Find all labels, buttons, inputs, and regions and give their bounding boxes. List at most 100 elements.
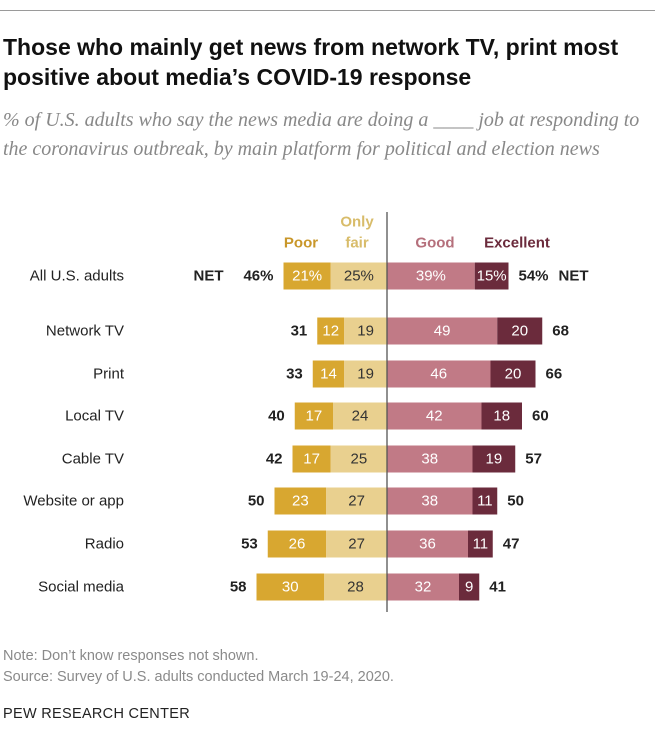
value-only-fair-website-or-app: 27 — [348, 493, 365, 510]
top-rule — [0, 10, 655, 11]
net-negative-network-tv: 31 — [291, 323, 308, 340]
value-poor-print: 14 — [320, 366, 337, 383]
value-excellent-social-media: 9 — [465, 579, 473, 596]
net-positive-website-or-app: 50 — [507, 493, 524, 510]
category-label-print: Print — [93, 366, 125, 383]
net-positive-network-tv: 68 — [552, 323, 569, 340]
value-poor-all-u-s-adults: 21% — [292, 268, 322, 285]
value-good-radio: 36 — [419, 536, 436, 553]
net-positive-radio: 47 — [503, 536, 520, 553]
bar-only-fair-website-or-app — [326, 487, 387, 515]
bar-good-local-tv — [387, 402, 482, 430]
legend-poor: Poor — [284, 235, 318, 252]
net-negative-website-or-app: 50 — [248, 493, 265, 510]
value-excellent-radio: 11 — [473, 536, 489, 553]
value-excellent-network-tv: 20 — [511, 323, 528, 340]
bar-poor-local-tv — [294, 402, 333, 430]
bar-excellent-radio — [468, 530, 493, 558]
source-text: Source: Survey of U.S. adults conducted … — [3, 669, 394, 685]
value-good-network-tv: 49 — [434, 323, 451, 340]
legend-only-fair-line2: fair — [345, 235, 369, 252]
legend-excellent: Excellent — [484, 235, 550, 252]
bar-excellent-social-media — [459, 573, 480, 601]
value-good-all-u-s-adults: 39% — [416, 268, 446, 285]
net-positive-social-media: 41 — [489, 579, 506, 596]
bar-good-radio — [387, 530, 468, 558]
diverging-bar-chart: Poor Only fair Good Excellent All U.S. adults… — [23, 212, 589, 612]
value-poor-network-tv: 12 — [322, 323, 339, 340]
category-label-website-or-app: Website or app — [23, 493, 124, 510]
category-label-all-u-s-adults: All U.S. adults — [30, 268, 124, 285]
bar-only-fair-social-media — [324, 573, 387, 601]
bar-excellent-all-u-s-adults — [474, 262, 509, 290]
value-excellent-print: 20 — [505, 366, 522, 383]
net-positive-cable-tv: 57 — [525, 451, 542, 468]
value-good-social-media: 32 — [415, 579, 432, 596]
value-good-local-tv: 42 — [426, 408, 443, 425]
value-poor-radio: 26 — [289, 536, 306, 553]
bar-only-fair-network-tv — [344, 317, 387, 345]
bar-poor-all-u-s-adults — [283, 262, 331, 290]
value-poor-website-or-app: 23 — [292, 493, 309, 510]
bar-poor-radio — [267, 530, 327, 558]
bar-good-social-media — [387, 573, 459, 601]
value-poor-local-tv: 17 — [306, 408, 323, 425]
net-negative-print: 33 — [286, 366, 303, 383]
bar-only-fair-cable-tv — [330, 445, 387, 473]
bar-excellent-website-or-app — [472, 487, 498, 515]
net-negative-social-media: 58 — [230, 579, 247, 596]
bar-poor-website-or-app — [274, 487, 327, 515]
bar-only-fair-radio — [326, 530, 387, 558]
value-only-fair-all-u-s-adults: 25% — [344, 268, 374, 285]
value-excellent-all-u-s-adults: 15% — [477, 268, 507, 285]
bar-good-cable-tv — [387, 445, 473, 473]
bar-good-website-or-app — [387, 487, 473, 515]
bar-poor-print — [312, 360, 345, 388]
bar-excellent-local-tv — [481, 402, 522, 430]
net-word-right: NET — [559, 268, 589, 285]
bar-good-all-u-s-adults — [387, 262, 475, 290]
net-word-left: NET — [194, 268, 224, 285]
bar-excellent-cable-tv — [472, 445, 516, 473]
value-only-fair-social-media: 28 — [347, 579, 364, 596]
category-label-local-tv: Local TV — [65, 408, 124, 425]
bar-excellent-network-tv — [497, 317, 543, 345]
bar-poor-social-media — [256, 573, 324, 601]
chart-subtitle: % of U.S. adults who say the news media … — [3, 109, 640, 160]
value-excellent-website-or-app: 11 — [477, 493, 493, 510]
net-negative-radio: 53 — [241, 536, 258, 553]
value-excellent-local-tv: 18 — [493, 408, 510, 425]
bar-poor-network-tv — [317, 317, 345, 345]
value-only-fair-local-tv: 24 — [352, 408, 369, 425]
bar-poor-cable-tv — [292, 445, 331, 473]
value-good-cable-tv: 38 — [421, 451, 438, 468]
value-poor-social-media: 30 — [282, 579, 299, 596]
net-negative-cable-tv: 42 — [266, 451, 283, 468]
value-only-fair-print: 19 — [357, 366, 374, 383]
bar-good-network-tv — [387, 317, 498, 345]
value-poor-cable-tv: 17 — [303, 451, 320, 468]
value-only-fair-network-tv: 19 — [357, 323, 374, 340]
legend-good: Good — [415, 235, 454, 252]
net-positive-all-u-s-adults: 54% — [519, 268, 549, 285]
bar-good-print — [387, 360, 491, 388]
chart-title: Those who mainly get news from network T… — [3, 34, 619, 90]
value-good-website-or-app: 38 — [421, 493, 438, 510]
net-negative-all-u-s-adults: 46% — [243, 268, 273, 285]
category-label-social-media: Social media — [38, 579, 125, 596]
net-negative-local-tv: 40 — [268, 408, 285, 425]
footer-brand: PEW RESEARCH CENTER — [3, 706, 190, 722]
category-label-network-tv: Network TV — [46, 323, 124, 340]
value-good-print: 46 — [430, 366, 447, 383]
category-label-cable-tv: Cable TV — [62, 451, 124, 468]
bar-excellent-print — [490, 360, 536, 388]
bar-only-fair-local-tv — [333, 402, 387, 430]
net-positive-print: 66 — [546, 366, 563, 383]
category-label-radio: Radio — [85, 536, 124, 553]
bar-only-fair-all-u-s-adults — [330, 262, 387, 290]
value-only-fair-cable-tv: 25 — [351, 451, 368, 468]
bar-only-fair-print — [344, 360, 387, 388]
value-only-fair-radio: 27 — [348, 536, 365, 553]
value-excellent-cable-tv: 19 — [486, 451, 503, 468]
legend-only-fair-line1: Only — [340, 214, 374, 231]
